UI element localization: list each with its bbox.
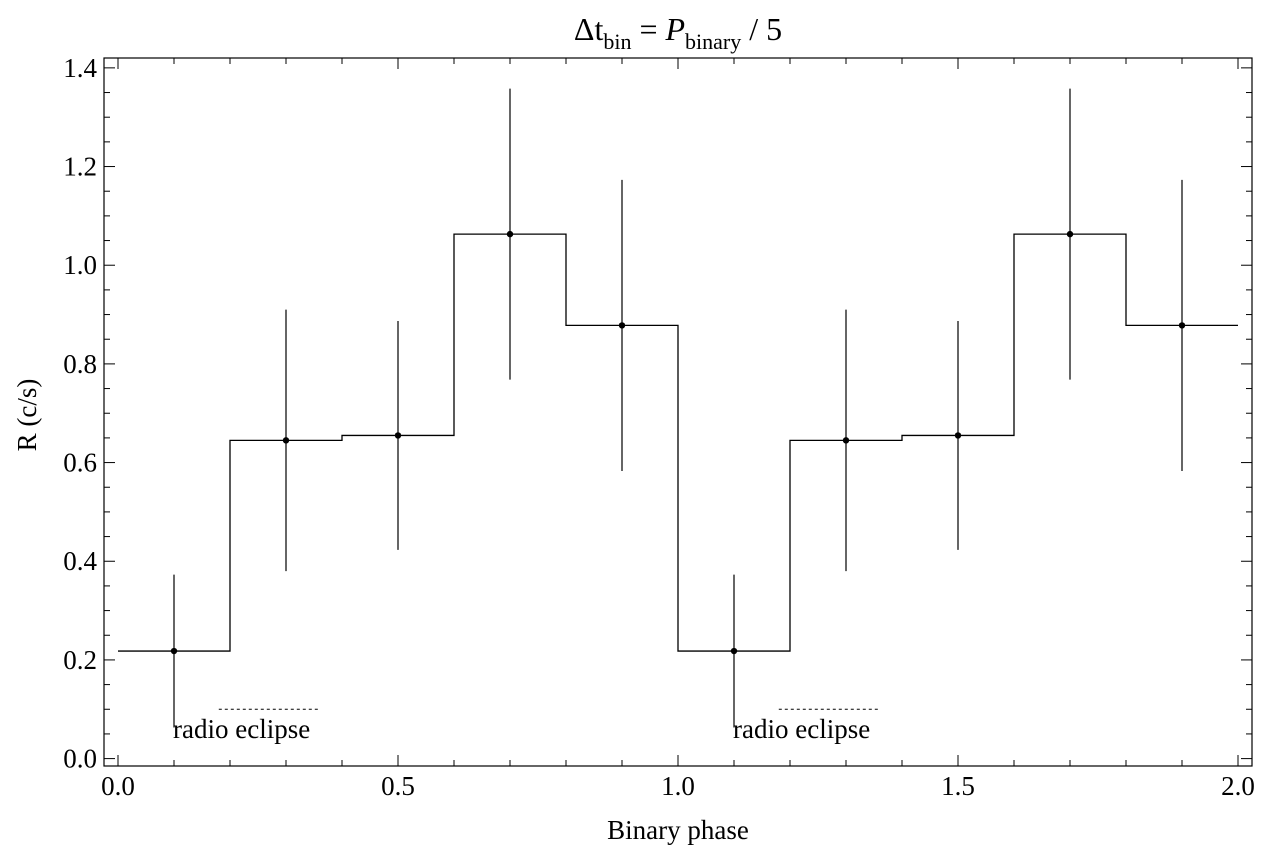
chart-title: Δtbin = Pbinary / 5 bbox=[574, 11, 782, 54]
data-point bbox=[1178, 322, 1186, 329]
series-step-line bbox=[118, 233, 1238, 652]
y-tick-label: 1.2 bbox=[63, 152, 97, 182]
data-point bbox=[170, 647, 178, 655]
y-tick-label: 0.4 bbox=[63, 546, 97, 576]
data-point bbox=[954, 432, 962, 439]
data-point bbox=[394, 432, 402, 439]
eclipse-label: radio eclipse bbox=[733, 714, 870, 744]
title-equals: = bbox=[631, 11, 665, 47]
plot-area: 0.0 0.5 1.0 1.5 2.0 0.0 0.2 0.4 0.6 0.8 1.0 1.2 1.4 r… bbox=[63, 53, 1255, 801]
y-tick-label: 1.0 bbox=[63, 250, 97, 280]
y-tick-label: 0.6 bbox=[63, 448, 97, 478]
y-tick-label: 0.8 bbox=[63, 349, 97, 379]
x-tick-label: 2.0 bbox=[1221, 771, 1255, 801]
eclipse-label: radio eclipse bbox=[173, 714, 310, 744]
title-delta: Δt bbox=[574, 11, 604, 47]
title-p: P bbox=[665, 11, 686, 47]
data-point bbox=[1066, 230, 1074, 238]
title-p-sub: binary bbox=[685, 29, 741, 54]
x-tick-label: 0.5 bbox=[381, 771, 415, 801]
data-point bbox=[730, 647, 738, 655]
y-tick-label: 1.4 bbox=[63, 53, 97, 83]
data-point bbox=[506, 230, 514, 238]
y-tick-label: 0.0 bbox=[63, 744, 97, 774]
title-rest: / 5 bbox=[741, 11, 782, 47]
x-tick-label: 1.5 bbox=[941, 771, 975, 801]
y-axis-label: R (c/s) bbox=[12, 379, 42, 452]
x-tick-label: 0.0 bbox=[101, 771, 135, 801]
data-point bbox=[618, 322, 626, 329]
x-axis-label: Binary phase bbox=[607, 815, 749, 845]
y-tick-label: 0.2 bbox=[63, 645, 97, 675]
data-point bbox=[282, 437, 290, 444]
title-delta-sub: bin bbox=[603, 29, 631, 54]
x-tick-label: 1.0 bbox=[661, 771, 695, 801]
data-point bbox=[842, 437, 850, 444]
